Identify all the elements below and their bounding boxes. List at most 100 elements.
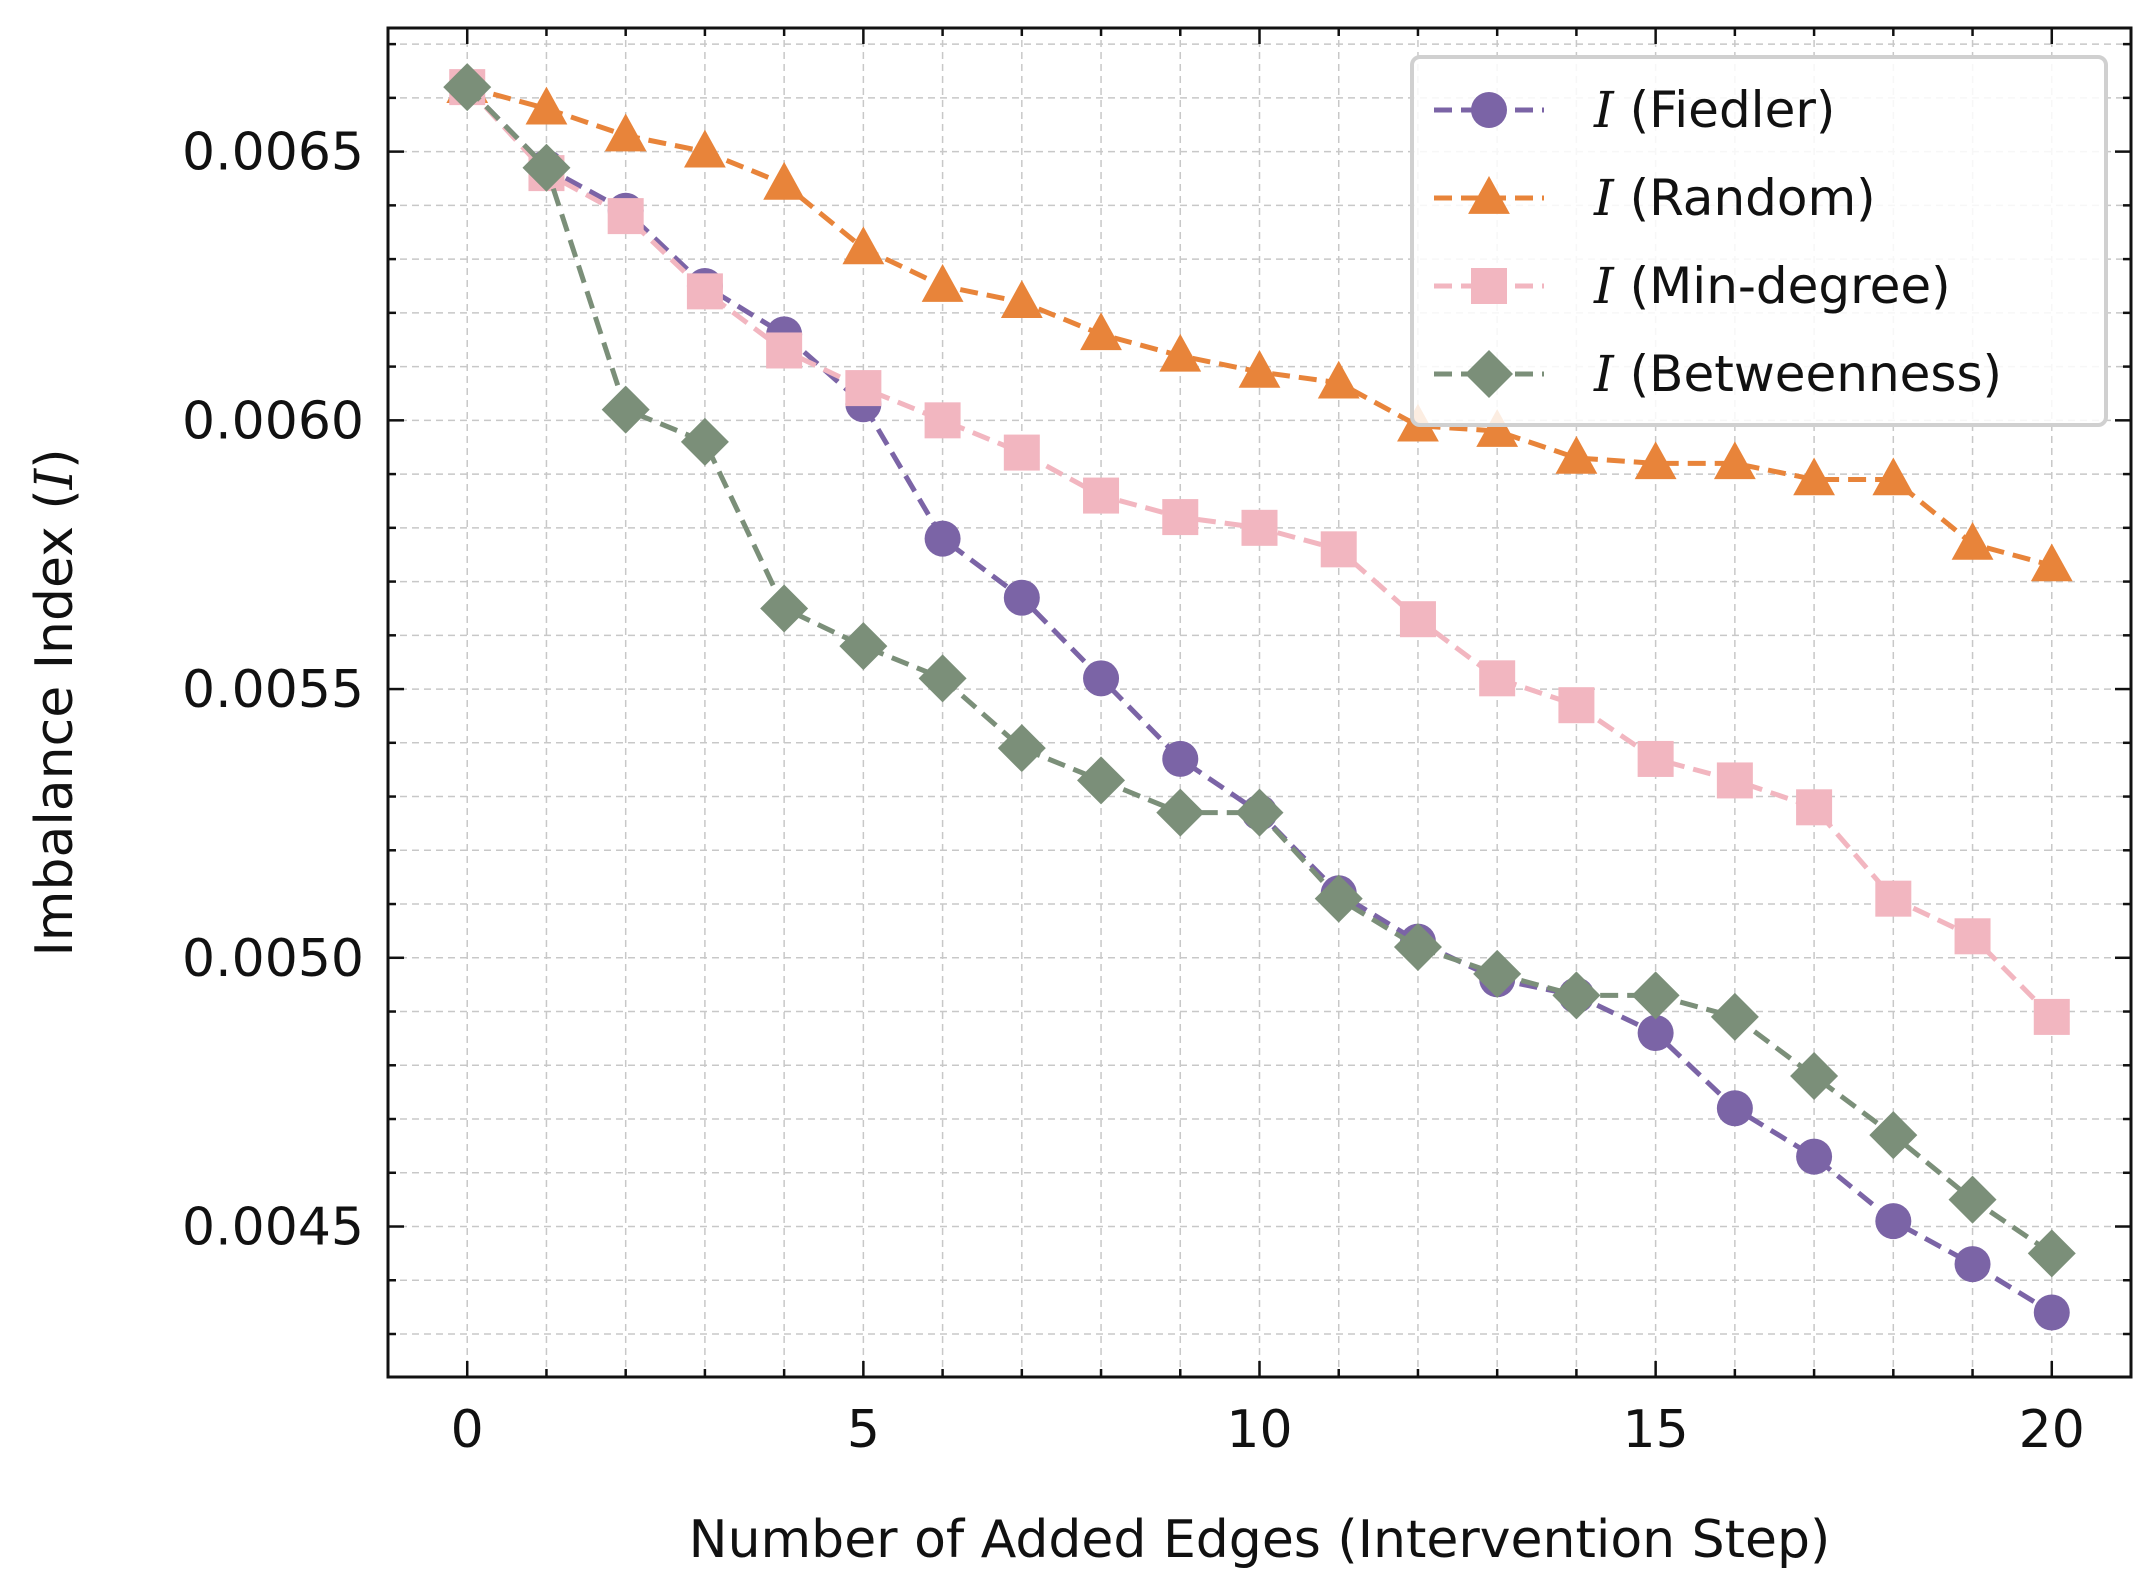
legend-label-fiedler: I (Fiedler) — [1593, 81, 1835, 139]
data-point-random — [1000, 280, 1043, 318]
data-point-min-degree — [766, 332, 803, 369]
data-point-random — [1555, 435, 1598, 474]
data-point-fiedler — [1796, 1138, 1833, 1175]
data-point-min-degree — [1637, 740, 1674, 777]
data-point-random — [1159, 333, 1202, 372]
legend-label-random: I (Random) — [1593, 169, 1876, 227]
data-point-betweenness — [839, 622, 888, 671]
data-point-betweenness — [1393, 923, 1442, 972]
data-point-fiedler — [924, 520, 961, 557]
data-point-betweenness — [2027, 1229, 2076, 1278]
data-point-random — [1080, 312, 1122, 351]
tick-labels: 0 5 10 15 20 0.0045 0.0050 0.0055 0.0060 0.0065 — [182, 123, 2085, 1460]
legend-label-betweenness: I (Betweenness) — [1593, 345, 2002, 403]
data-point-random — [1872, 457, 1915, 496]
data-point-min-degree — [1320, 531, 1357, 568]
data-point-random — [1793, 457, 1835, 496]
data-point-random — [1951, 521, 1994, 560]
y-axis-title-symbol: I — [25, 467, 85, 490]
data-point-random — [525, 86, 568, 125]
data-point-random — [1476, 409, 1519, 447]
legend-symbol: I — [1593, 257, 1615, 315]
y-axis-title: Imbalance Index (I) — [25, 448, 85, 956]
data-point-betweenness — [1552, 971, 1601, 1020]
data-point-min-degree — [1083, 477, 1120, 514]
data-point-random — [1713, 441, 1756, 480]
data-point-min-degree — [1003, 434, 1040, 471]
y-tick-label: 0.0055 — [182, 660, 364, 720]
data-point-betweenness — [1631, 971, 1680, 1020]
data-point-random — [2030, 543, 2073, 582]
data-point-betweenness — [680, 417, 729, 466]
data-point-random — [921, 263, 964, 302]
data-point-min-degree — [2033, 998, 2070, 1035]
data-point-fiedler — [1003, 579, 1040, 616]
data-point-random — [1634, 441, 1677, 480]
legend-marker-fiedler — [1471, 92, 1507, 128]
data-point-betweenness — [443, 63, 492, 112]
legend-series-name: (Random) — [1614, 169, 1876, 227]
series-layer — [443, 63, 2076, 1331]
data-point-betweenness — [1156, 788, 1205, 837]
data-point-min-degree — [607, 198, 644, 235]
data-point-random — [763, 161, 806, 200]
data-point-random — [684, 129, 726, 168]
y-tick-label: 0.0050 — [182, 929, 364, 989]
data-point-min-degree — [1241, 509, 1278, 546]
x-tick-label: 15 — [1623, 1400, 1689, 1460]
y-axis-title-prefix: Imbalance Index ( — [25, 489, 85, 956]
data-point-betweenness — [1948, 1175, 1997, 1224]
data-point-min-degree — [1479, 660, 1516, 697]
data-point-betweenness — [997, 724, 1046, 773]
data-point-betweenness — [1235, 788, 1284, 837]
data-point-betweenness — [1869, 1111, 1918, 1160]
data-point-fiedler — [1637, 1015, 1674, 1052]
y-tick-label: 0.0065 — [182, 123, 364, 183]
data-point-random — [1317, 360, 1360, 399]
x-tick-label: 20 — [2019, 1400, 2085, 1460]
series-betweenness — [443, 63, 2076, 1278]
data-point-min-degree — [1875, 880, 1912, 917]
data-point-betweenness — [1710, 992, 1759, 1041]
data-point-min-degree — [1162, 499, 1199, 536]
x-axis-title: Number of Added Edges (Intervention Step… — [689, 1510, 1831, 1570]
y-tick-label: 0.0060 — [182, 391, 364, 451]
data-point-min-degree — [1954, 918, 1991, 955]
data-point-random — [1238, 349, 1281, 388]
legend-symbol: I — [1593, 81, 1615, 139]
legend-series-name: (Min-degree) — [1614, 257, 1951, 315]
data-point-betweenness — [522, 143, 571, 192]
data-point-fiedler — [1875, 1203, 1912, 1240]
data-point-fiedler — [1083, 660, 1120, 697]
data-point-betweenness — [1077, 756, 1126, 805]
data-point-betweenness — [1790, 1052, 1839, 1101]
legend-series-name: (Betweenness) — [1614, 345, 2002, 403]
data-point-betweenness — [601, 385, 650, 434]
data-point-min-degree — [1558, 687, 1595, 724]
plot-frame — [386, 26, 2133, 1379]
data-point-min-degree — [686, 273, 723, 310]
data-point-min-degree — [924, 402, 961, 439]
legend-symbol: I — [1593, 345, 1615, 403]
data-point-random — [842, 226, 885, 265]
x-tick-label: 5 — [847, 1400, 880, 1460]
legend-marker-betweenness — [1465, 350, 1513, 398]
data-point-betweenness — [1473, 949, 1522, 998]
legend-series-name: (Fiedler) — [1614, 81, 1836, 139]
data-point-betweenness — [760, 584, 809, 633]
data-point-min-degree — [1399, 601, 1436, 638]
y-axis-title-suffix: ) — [25, 448, 85, 468]
data-point-min-degree — [845, 370, 882, 407]
data-point-fiedler — [1716, 1090, 1753, 1127]
legend-marker-min-degree — [1471, 268, 1507, 304]
data-point-fiedler — [1954, 1246, 1991, 1283]
x-tick-label: 10 — [1226, 1400, 1292, 1460]
legend-symbol: I — [1593, 169, 1615, 227]
legend-box — [1410, 55, 2108, 427]
data-point-random — [604, 113, 647, 152]
data-point-min-degree — [1796, 789, 1833, 826]
y-tick-label: 0.0045 — [182, 1198, 364, 1258]
data-point-betweenness — [918, 654, 967, 703]
data-point-betweenness — [1314, 874, 1363, 923]
